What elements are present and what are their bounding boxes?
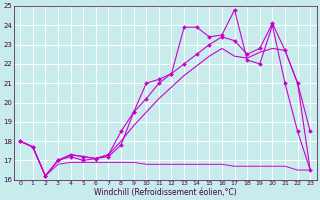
X-axis label: Windchill (Refroidissement éolien,°C): Windchill (Refroidissement éolien,°C) bbox=[94, 188, 236, 197]
